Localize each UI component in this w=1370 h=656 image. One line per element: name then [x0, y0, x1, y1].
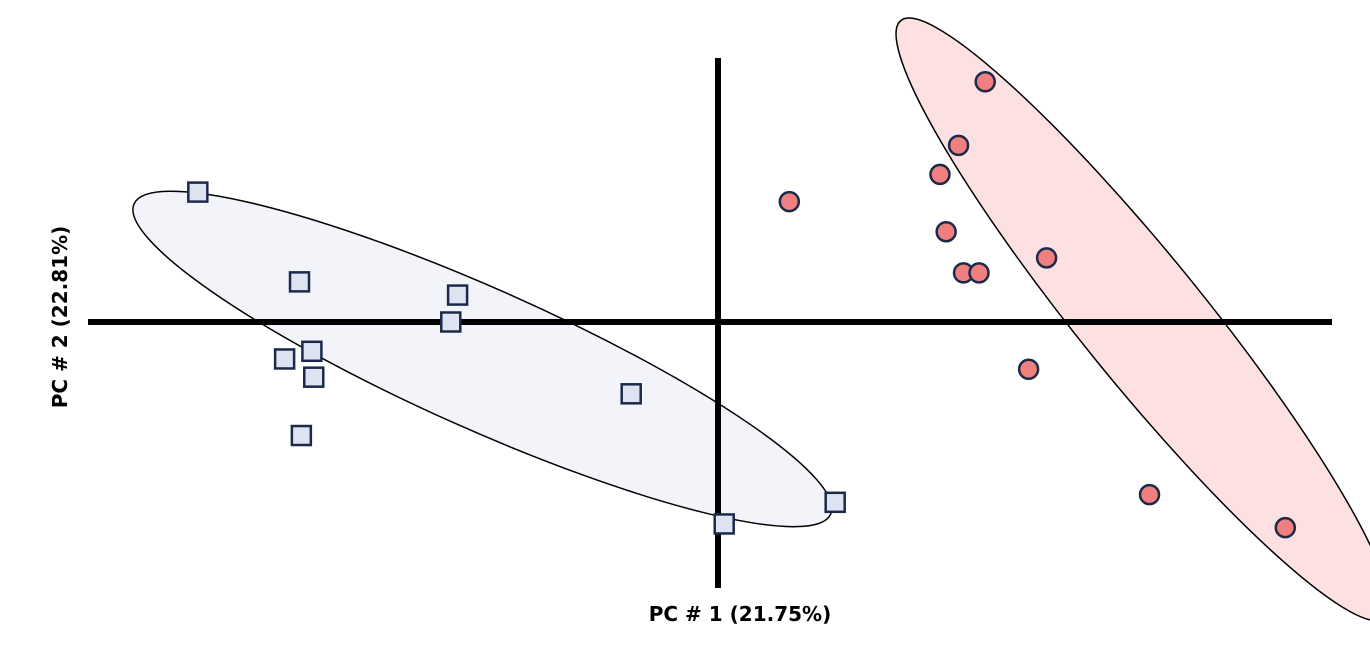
series-2-point: [929, 163, 951, 186]
series-1-point: [824, 491, 846, 514]
series-2-point: [1274, 516, 1297, 539]
series-1-point: [446, 284, 469, 306]
x-axis-label: PC # 1 (21.75%): [649, 602, 831, 626]
series-2-point: [1035, 247, 1058, 269]
series-1-point: [301, 340, 323, 363]
series-2-point: [1138, 483, 1161, 506]
series-1-point: [440, 311, 462, 333]
series-2-point: [1017, 358, 1040, 381]
series-1-point: [290, 424, 313, 447]
confidence-ellipses: [132, 17, 1370, 622]
series-1-point: [187, 181, 209, 203]
series-2-point: [778, 190, 801, 213]
y-axis-label: PC # 2 (22.81%): [48, 226, 72, 408]
series-1-point: [620, 383, 642, 405]
series-1-point: [303, 366, 325, 388]
series-1-point: [713, 513, 735, 535]
axes: [88, 58, 1332, 588]
series-2-point: [935, 220, 957, 243]
series-1-ellipse: [132, 190, 833, 528]
series-1-point: [288, 271, 311, 293]
series-2-point: [974, 71, 996, 93]
series-1-point: [273, 348, 296, 370]
series-2-ellipse: [895, 17, 1370, 622]
series-2-point: [968, 262, 990, 284]
data-points: [187, 71, 1297, 539]
series-2-point: [947, 134, 970, 157]
